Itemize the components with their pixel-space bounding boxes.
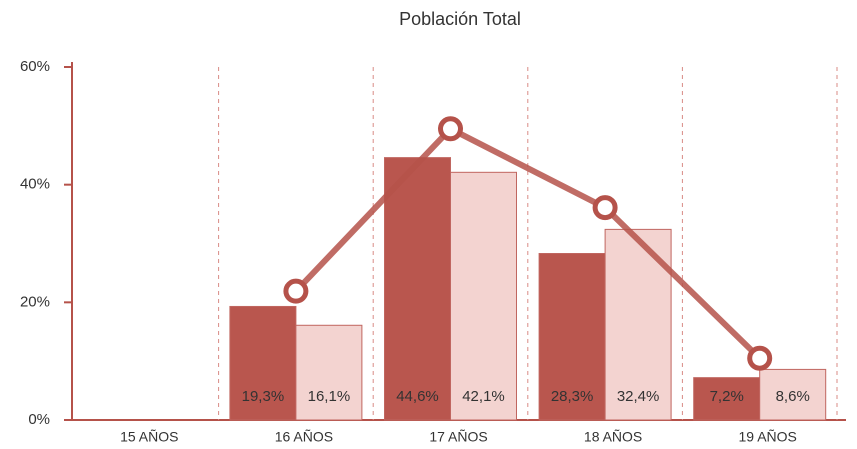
line-point: [592, 195, 618, 221]
x-tick-label: 15 AÑOS: [120, 429, 178, 445]
y-tick-label: 40%: [20, 176, 50, 193]
x-tick-label: 19 AÑOS: [739, 429, 797, 445]
chart-title: Población Total: [399, 9, 521, 29]
line-point: [747, 345, 773, 371]
value-label: 32,4%: [617, 388, 660, 405]
bar: [384, 157, 451, 421]
value-label: 19,3%: [242, 388, 285, 405]
value-label: 7,2%: [710, 388, 744, 405]
line-point: [438, 116, 463, 142]
y-tick-label: 0%: [28, 411, 50, 428]
bar: [450, 171, 517, 421]
y-tick-label: 60%: [20, 58, 50, 75]
bar: [295, 324, 363, 421]
x-tick-label: 16 AÑOS: [275, 429, 333, 445]
bar: [759, 368, 827, 421]
bar: [538, 253, 606, 421]
line-point: [283, 278, 309, 304]
bar: [229, 305, 297, 421]
value-label: 16,1%: [308, 388, 351, 405]
value-label: 28,3%: [551, 388, 594, 405]
y-tick-label: 20%: [20, 293, 50, 310]
x-tick-label: 18 AÑOS: [584, 429, 642, 445]
x-tick-label: 17 AÑOS: [429, 429, 487, 445]
value-label: 8,6%: [776, 388, 810, 405]
value-label: 42,1%: [462, 388, 505, 405]
value-label: 44,6%: [396, 388, 439, 405]
line: [293, 125, 762, 361]
